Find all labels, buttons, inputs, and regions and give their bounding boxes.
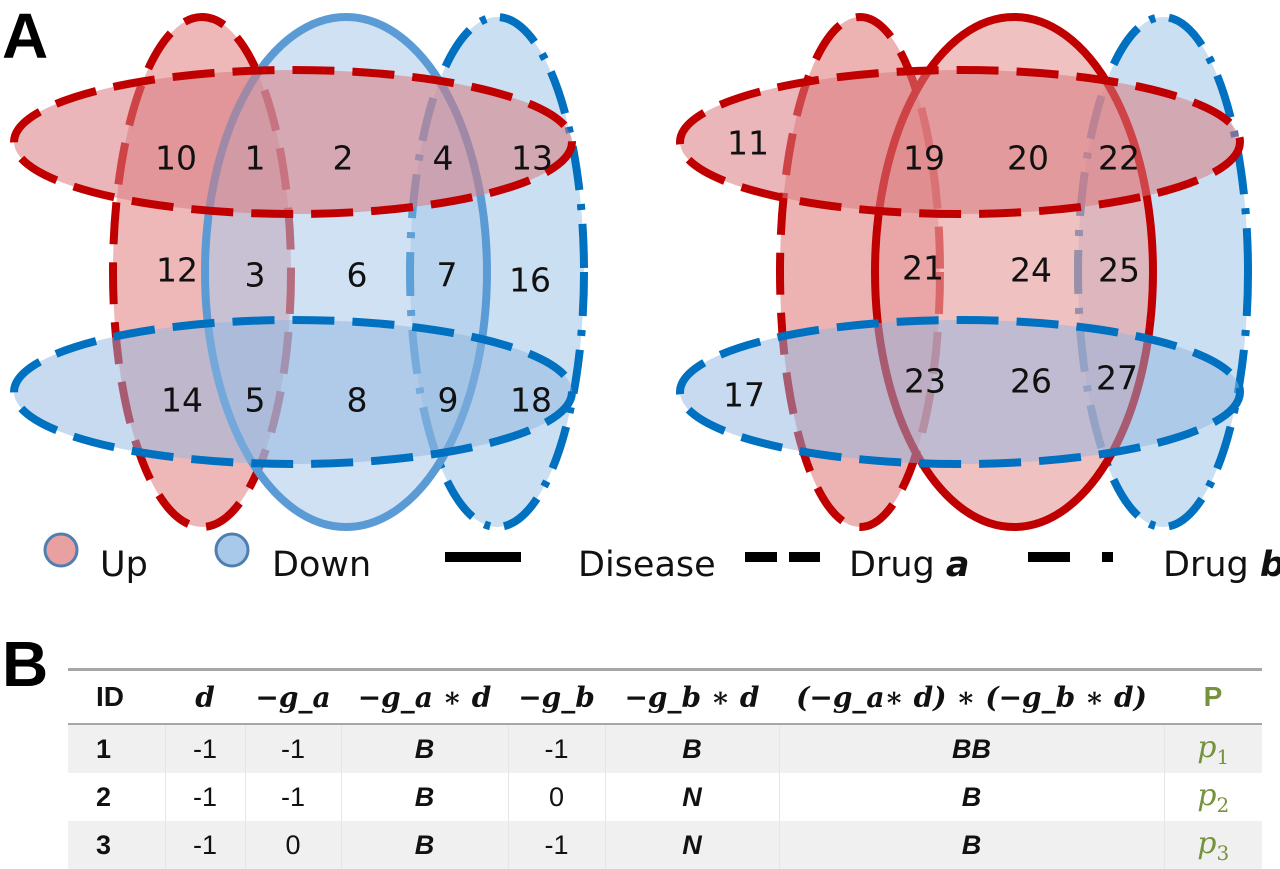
cell-id: 1 bbox=[68, 724, 165, 773]
drug-a-down-horizontal-left bbox=[10, 316, 576, 468]
legend-up-swatch bbox=[43, 532, 79, 568]
region-26: 26 bbox=[1010, 362, 1052, 401]
region-12: 12 bbox=[156, 251, 198, 290]
region-21: 21 bbox=[902, 249, 944, 288]
legend-drug-a-label: Drug a bbox=[849, 545, 970, 585]
cell-ga: -1 bbox=[244, 773, 341, 821]
header-neg-ga: −g_a bbox=[245, 671, 341, 725]
region-17: 17 bbox=[723, 376, 765, 415]
cell-d: -1 bbox=[164, 773, 245, 821]
cell-gb: -1 bbox=[507, 821, 605, 869]
region-7: 7 bbox=[437, 256, 458, 295]
legend-up-label: Up bbox=[100, 545, 148, 585]
region-5: 5 bbox=[245, 381, 266, 420]
table-top-rule bbox=[68, 668, 1262, 671]
logic-table-grid: ID d −g_a −g_a ∗ d −g_b −g_b ∗ d (−g_a∗ … bbox=[68, 671, 1262, 869]
cell-p: p1 bbox=[1163, 724, 1262, 773]
region-4: 4 bbox=[433, 139, 454, 178]
header-p: P bbox=[1164, 671, 1262, 725]
region-23: 23 bbox=[904, 362, 946, 401]
cell-id: 2 bbox=[96, 781, 112, 812]
drug-a-up-horizontal-right bbox=[676, 66, 1244, 218]
cell-gb: 0 bbox=[507, 773, 605, 821]
cell-product: B bbox=[778, 773, 1164, 821]
cell-gad: B bbox=[340, 773, 508, 821]
cell-gad: B bbox=[340, 821, 508, 869]
region-6: 6 bbox=[347, 256, 368, 295]
cell-d: -1 bbox=[164, 724, 245, 773]
region-3: 3 bbox=[245, 256, 266, 295]
region-27: 27 bbox=[1096, 359, 1138, 398]
region-9: 9 bbox=[438, 381, 459, 420]
header-neg-gb-times-d: −g_b ∗ d bbox=[605, 671, 779, 725]
region-16: 16 bbox=[509, 261, 551, 300]
cell-product: B bbox=[778, 821, 1164, 869]
region-2: 2 bbox=[333, 139, 354, 178]
cell-id: 3 bbox=[68, 821, 165, 869]
region-14: 14 bbox=[161, 381, 203, 420]
header-neg-gb: −g_b bbox=[508, 671, 605, 725]
region-18: 18 bbox=[510, 381, 552, 420]
region-19: 19 bbox=[903, 139, 945, 178]
table-header-row: ID d −g_a −g_a ∗ d −g_b −g_b ∗ d (−g_a∗ … bbox=[68, 671, 1262, 725]
region-24: 24 bbox=[1010, 251, 1052, 290]
legend-down-label: Down bbox=[272, 545, 371, 585]
header-id: ID bbox=[68, 671, 165, 725]
venn-left: 10 1 2 4 13 12 3 6 7 16 14 5 8 9 18 bbox=[10, 13, 588, 531]
logic-table: ID d −g_a −g_a ∗ d −g_b −g_b ∗ d (−g_a∗ … bbox=[68, 668, 1262, 869]
legend-disease-label: Disease bbox=[578, 545, 716, 585]
table-row: 3 -1 0 B -1 N B p3 bbox=[68, 821, 1262, 869]
header-product: (−g_a∗ d) ∗ (−g_b ∗ d) bbox=[779, 671, 1164, 725]
table-row: 1 -1 -1 B -1 B BB p1 bbox=[68, 724, 1262, 773]
region-8: 8 bbox=[347, 381, 368, 420]
region-20: 20 bbox=[1007, 139, 1049, 178]
drug-a-up-horizontal-left bbox=[10, 66, 576, 218]
venn-diagram-panel-a: A 10 1 2 4 13 12 3 6 7 16 14 5 8 9 18 bbox=[2, 0, 1280, 585]
region-25: 25 bbox=[1098, 251, 1140, 290]
cell-gbd: N bbox=[604, 773, 779, 821]
region-22: 22 bbox=[1098, 139, 1140, 178]
region-13: 13 bbox=[511, 139, 553, 178]
cell-gbd: N bbox=[604, 821, 779, 869]
region-1: 1 bbox=[245, 139, 266, 178]
cell-ga: -1 bbox=[244, 724, 341, 773]
region-11: 11 bbox=[727, 124, 769, 163]
drug-a-down-horizontal-right bbox=[676, 316, 1244, 468]
legend-drug-b-label: Drug b bbox=[1163, 545, 1280, 585]
table-row: 2 -1 -1 B 0 N B p2 bbox=[68, 773, 1262, 821]
cell-ga: 0 bbox=[244, 821, 341, 869]
panel-b-label-html: B bbox=[2, 628, 49, 700]
header-neg-ga-times-d: −g_a ∗ d bbox=[341, 671, 508, 725]
panel-a-label: A bbox=[2, 0, 48, 72]
cell-p: p3 bbox=[1163, 821, 1262, 869]
header-d: d bbox=[165, 671, 245, 725]
cell-gbd: B bbox=[604, 724, 779, 773]
legend: Up Down Disease Drug a Drug b bbox=[43, 532, 1280, 585]
region-10: 10 bbox=[155, 139, 197, 178]
cell-product: BB bbox=[778, 724, 1164, 773]
legend-down-swatch bbox=[214, 532, 250, 568]
cell-gb: -1 bbox=[507, 724, 605, 773]
cell-d: -1 bbox=[164, 821, 245, 869]
cell-gad: B bbox=[340, 724, 508, 773]
cell-p: p2 bbox=[1163, 773, 1262, 821]
venn-right: 11 19 20 22 21 24 25 17 23 26 27 bbox=[676, 13, 1252, 531]
